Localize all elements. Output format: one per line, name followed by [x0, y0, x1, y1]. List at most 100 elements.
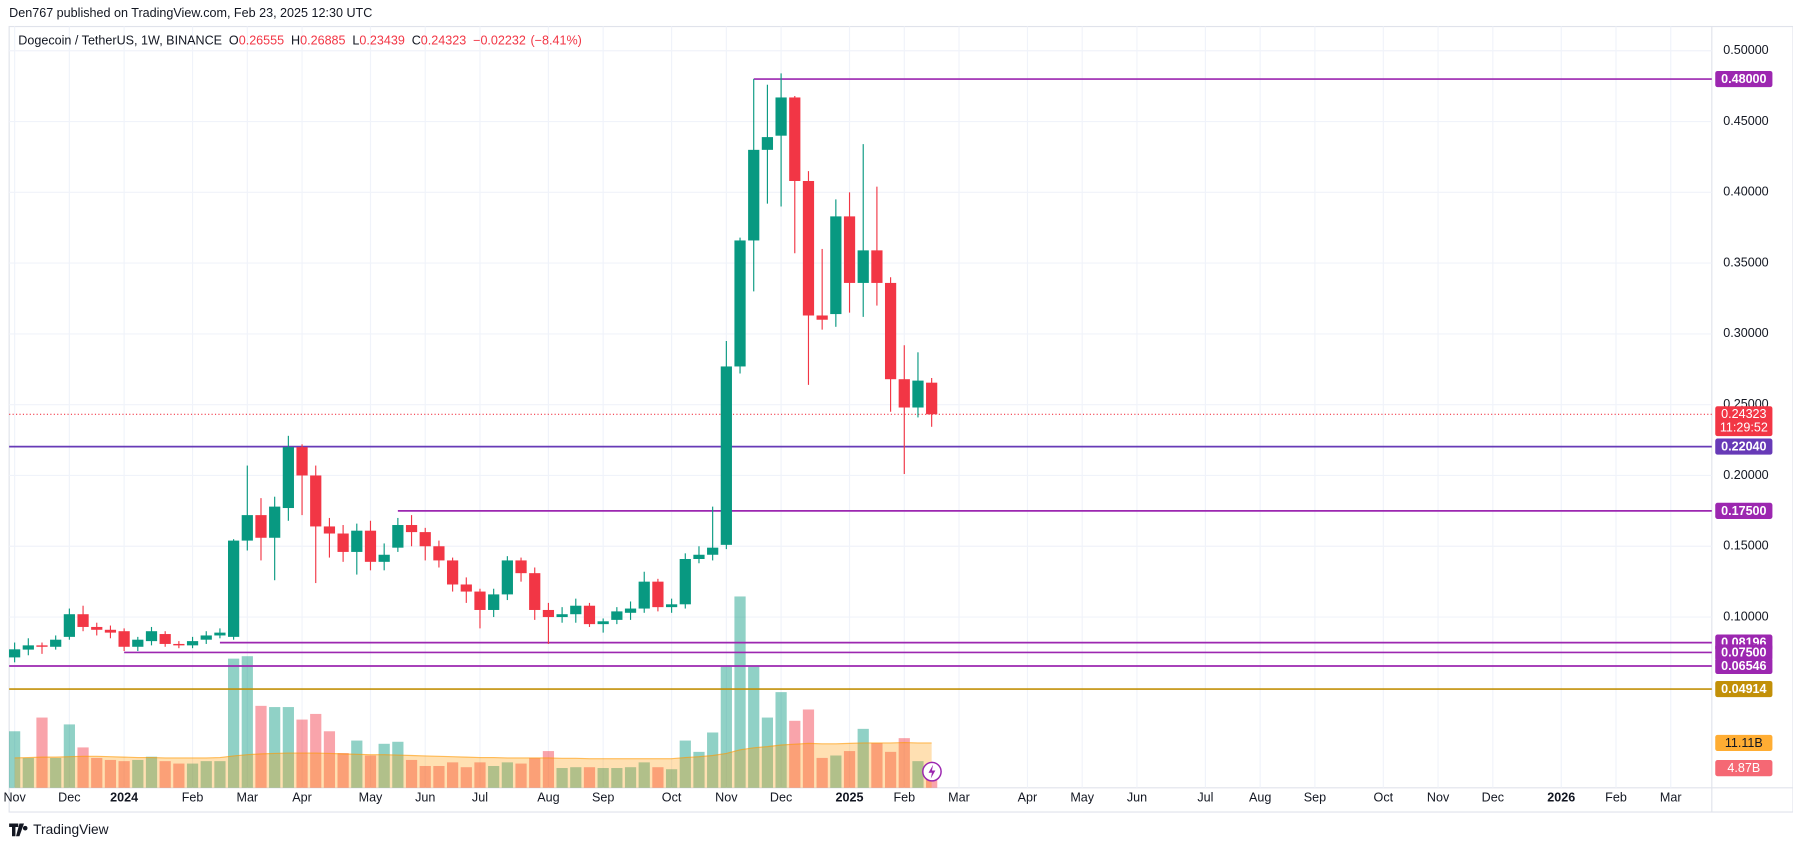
volume-bar	[775, 692, 787, 788]
volume-bar	[337, 753, 349, 788]
level-badge	[1715, 657, 1773, 675]
candle-body	[337, 533, 349, 552]
volume-bar	[884, 751, 897, 788]
volume-bar	[501, 762, 513, 788]
x-tick-label: Jun	[1127, 790, 1147, 804]
price-label: 0.24323	[1721, 407, 1766, 421]
volume-bar	[186, 763, 199, 788]
x-tick-label: Apr	[292, 790, 312, 804]
candle-body	[843, 216, 856, 283]
candle-body	[364, 530, 377, 562]
y-tick-label: 0.10000	[1723, 609, 1768, 623]
x-tick-label: Dec	[770, 790, 792, 804]
change-pct: (−8.41%)	[530, 34, 581, 48]
candle-body	[542, 609, 555, 618]
volume-bar	[446, 762, 459, 788]
y-tick-label: 0.30000	[1723, 326, 1768, 340]
volume-bar	[898, 738, 910, 788]
volume-bar	[474, 762, 486, 788]
countdown: 11:29:52	[1720, 420, 1768, 434]
volume-label: 4.87B	[1727, 761, 1760, 775]
candle-body	[638, 581, 650, 609]
volume-bar	[707, 732, 719, 788]
candle-body	[159, 634, 171, 644]
volume-bar	[665, 769, 678, 788]
volume-bar	[830, 755, 842, 788]
candle-body	[665, 604, 678, 608]
candle-body	[392, 525, 404, 548]
o-value: 0.26555	[239, 34, 284, 48]
candle-body	[529, 573, 541, 610]
logo-icon	[9, 823, 28, 837]
volume-bar	[214, 761, 226, 788]
x-tick-label: Aug	[1249, 790, 1271, 804]
candle-body	[802, 180, 815, 316]
volume-bar	[433, 765, 445, 788]
x-tick-label: Mar	[236, 790, 258, 804]
volume-bar	[323, 731, 336, 788]
level-label: 0.17500	[1721, 504, 1766, 518]
candle-body	[9, 649, 21, 658]
x-tick-label: Nov	[715, 790, 738, 804]
candle-body	[679, 559, 691, 605]
x-tick-label: May	[1070, 790, 1094, 804]
volume-bar	[488, 765, 500, 788]
volume-bar	[871, 742, 883, 788]
x-tick-label: Aug	[537, 790, 559, 804]
y-tick-label: 0.45000	[1723, 114, 1768, 128]
volume-bar	[652, 767, 664, 788]
volume-bar	[310, 713, 322, 788]
volume-bar	[542, 751, 555, 788]
volume-bar	[419, 765, 431, 788]
volume-bar	[556, 768, 568, 788]
h-value: 0.26885	[300, 34, 345, 48]
volume-bar	[638, 762, 650, 788]
candle-body	[830, 216, 842, 315]
volume-bar	[802, 709, 815, 788]
candle-body	[926, 382, 938, 415]
level-label: 0.48000	[1721, 72, 1766, 86]
candle-body	[378, 554, 390, 562]
candle-body	[419, 532, 431, 547]
h-label: H	[291, 34, 300, 48]
x-tick-label: Jul	[472, 790, 488, 804]
volume-ma-area	[14, 742, 932, 788]
change: −0.02232	[473, 34, 526, 48]
l-value: 0.23439	[359, 34, 404, 48]
volume-bar	[351, 740, 363, 788]
volume-bar	[282, 707, 294, 788]
volume-bar	[145, 756, 158, 788]
volume-bar	[241, 656, 253, 788]
candle-body	[898, 379, 910, 408]
volume-bar	[912, 761, 924, 788]
volume-bar	[816, 757, 828, 788]
volume-bar	[104, 759, 117, 788]
y-tick-label: 0.20000	[1723, 468, 1768, 482]
candle-body	[624, 608, 637, 613]
volume-bar	[720, 666, 732, 788]
volume-bar	[789, 720, 801, 788]
level-badge	[1715, 502, 1773, 519]
level-badge	[1715, 644, 1773, 661]
candle-body	[186, 641, 199, 646]
x-tick-label: 2024	[110, 790, 138, 804]
candle-body	[405, 525, 418, 533]
x-tick-label: Feb	[893, 790, 915, 804]
candle-body	[652, 581, 664, 608]
logo-text: TradingView	[33, 822, 108, 837]
candle-body	[474, 591, 486, 610]
candle-body	[228, 540, 240, 637]
o-label: O	[229, 34, 239, 48]
candle-body	[884, 282, 897, 380]
volume-bar	[405, 759, 418, 788]
volume-bar	[269, 707, 281, 788]
level-badge	[1715, 438, 1773, 455]
volume-bar	[200, 761, 212, 788]
volume-bar	[611, 768, 623, 788]
x-tick-label: Jul	[1197, 790, 1213, 804]
x-tick-label: 2026	[1547, 790, 1575, 804]
legend: Dogecoin / TetherUS, 1W, BINANCE O0.26555…	[18, 34, 582, 48]
volume-bar	[857, 728, 869, 788]
